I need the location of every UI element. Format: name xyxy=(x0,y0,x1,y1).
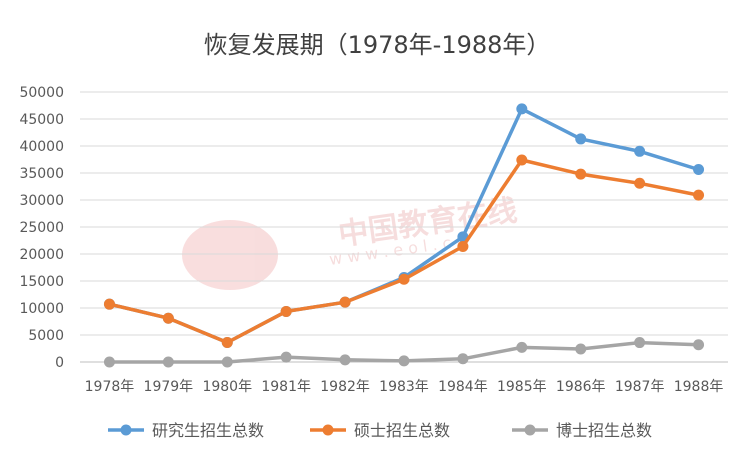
legend-label: 硕士招生总数 xyxy=(354,421,450,440)
data-point xyxy=(693,339,705,351)
x-tick-label: 1988年 xyxy=(674,379,724,395)
legend-marker xyxy=(322,424,334,436)
y-tick-label: 5000 xyxy=(28,328,64,344)
data-point xyxy=(162,312,174,324)
gridlines xyxy=(80,91,728,363)
x-tick-label: 1980年 xyxy=(202,379,252,395)
x-tick-label: 1986年 xyxy=(556,379,606,395)
data-point xyxy=(516,341,528,353)
chart-title: 恢复发展期（1978年-1988年） xyxy=(204,31,551,59)
data-point xyxy=(398,273,410,285)
y-tick-label: 35000 xyxy=(19,166,64,182)
data-point xyxy=(280,305,292,317)
data-point xyxy=(634,337,646,349)
data-point xyxy=(162,356,174,368)
legend-item: 研究生招生总数 xyxy=(108,421,264,440)
x-tick-label: 1985年 xyxy=(497,379,547,395)
x-tick-label: 1983年 xyxy=(379,379,429,395)
y-tick-label: 0 xyxy=(55,355,64,371)
data-point xyxy=(221,336,233,348)
data-point xyxy=(575,168,587,180)
series xyxy=(103,103,705,368)
data-point xyxy=(575,133,587,145)
data-point xyxy=(103,298,115,310)
data-point xyxy=(634,145,646,157)
data-point xyxy=(280,351,292,363)
legend-label: 研究生招生总数 xyxy=(152,421,264,440)
y-tick-label: 15000 xyxy=(19,274,64,290)
x-tick-label: 1981年 xyxy=(261,379,311,395)
legend: 研究生招生总数 硕士招生总数 博士招生总数 xyxy=(108,421,652,440)
legend-item: 硕士招生总数 xyxy=(310,421,450,440)
legend-label: 博士招生总数 xyxy=(556,421,652,440)
data-point xyxy=(693,164,705,176)
y-tick-label: 45000 xyxy=(19,112,64,128)
y-tick-label: 50000 xyxy=(19,85,64,101)
data-point xyxy=(516,154,528,166)
data-point xyxy=(221,356,233,368)
data-point xyxy=(339,296,351,308)
y-tick-label: 30000 xyxy=(19,193,64,209)
data-point xyxy=(103,356,115,368)
x-tick-label: 1978年 xyxy=(85,379,135,395)
y-axis: 0 5000 10000 15000 20000 25000 30000 35000 40000… xyxy=(19,85,64,371)
y-tick-label: 25000 xyxy=(19,220,64,236)
y-tick-label: 40000 xyxy=(19,139,64,155)
data-point xyxy=(575,343,587,355)
data-point xyxy=(693,189,705,201)
x-tick-label: 1982年 xyxy=(320,379,370,395)
watermark: 中国教育在线 w w w . e o l . c n xyxy=(182,193,519,290)
legend-marker xyxy=(120,424,132,436)
data-point xyxy=(457,240,469,252)
x-tick-label: 1979年 xyxy=(144,379,194,395)
x-axis: 1978年 1979年 1980年 1981年 1982年 1983年 1984年 1985年… xyxy=(85,379,724,395)
data-point xyxy=(634,177,646,189)
data-point xyxy=(339,354,351,366)
y-tick-label: 20000 xyxy=(19,247,64,263)
data-point xyxy=(516,103,528,115)
x-tick-label: 1987年 xyxy=(615,379,665,395)
legend-marker xyxy=(524,424,536,436)
data-point xyxy=(457,353,469,365)
series-group xyxy=(103,337,705,368)
watermark-logo-icon xyxy=(182,220,278,290)
series-group xyxy=(103,154,705,348)
data-point xyxy=(398,355,410,367)
x-tick-label: 1984年 xyxy=(438,379,488,395)
y-tick-label: 10000 xyxy=(19,301,64,317)
legend-item: 博士招生总数 xyxy=(512,421,652,440)
